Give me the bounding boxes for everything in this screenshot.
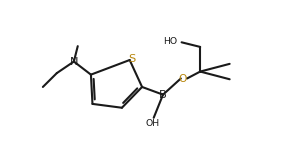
Text: N: N <box>70 56 78 67</box>
Text: OH: OH <box>145 119 159 128</box>
Text: HO: HO <box>163 37 177 46</box>
Text: S: S <box>128 54 136 64</box>
Text: B: B <box>159 90 167 100</box>
Text: O: O <box>178 74 187 84</box>
